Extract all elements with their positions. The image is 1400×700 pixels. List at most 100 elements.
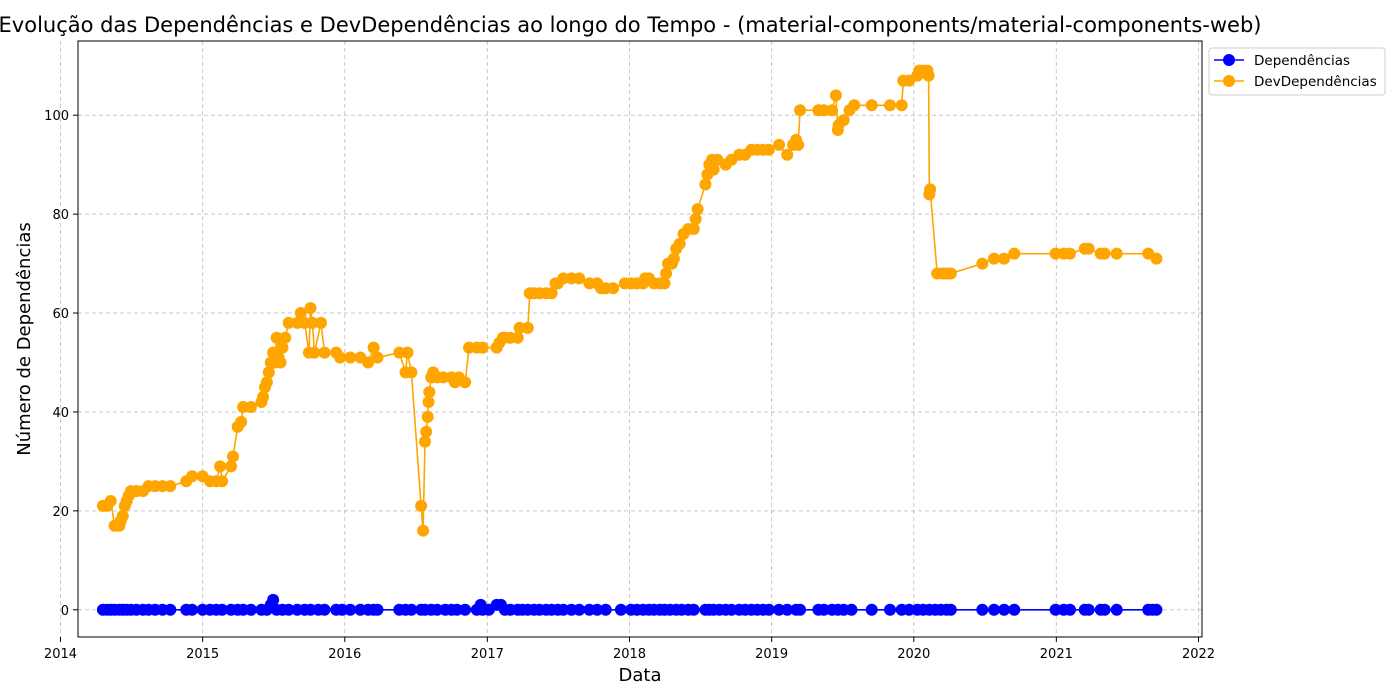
y-tick-label: 80 — [52, 208, 69, 223]
data-point-devdependencias — [687, 222, 700, 235]
data-point-devdependencias — [419, 435, 432, 448]
data-point-devdependencias — [116, 509, 129, 522]
data-point-devdependencias — [826, 104, 839, 117]
data-point-devdependencias — [781, 148, 794, 161]
data-point-devdependencias — [673, 237, 686, 250]
data-point-dependencias — [164, 603, 177, 616]
data-point-devdependencias — [922, 69, 935, 82]
x-tick-label: 2016 — [328, 647, 361, 662]
data-point-dependencias — [591, 603, 604, 616]
data-point-devdependencias — [865, 99, 878, 112]
data-point-dependencias — [781, 603, 794, 616]
data-point-devdependencias — [186, 470, 199, 483]
data-point-devdependencias — [459, 376, 472, 389]
y-axis: 0 20 40 60 80 100 — [44, 109, 78, 619]
legend-label-devdependencias: DevDependências — [1254, 74, 1377, 90]
data-point-dependencias — [244, 603, 257, 616]
data-point-devdependencias — [227, 450, 240, 463]
data-point-devdependencias — [773, 138, 786, 151]
data-point-devdependencias — [164, 480, 177, 493]
data-point-dependencias — [614, 603, 627, 616]
data-point-dependencias — [1110, 603, 1123, 616]
series-layer — [96, 64, 1163, 616]
data-point-devdependencias — [308, 346, 321, 359]
data-point-dependencias — [998, 603, 1011, 616]
x-tick-label: 2017 — [471, 647, 504, 662]
data-point-devdependencias — [334, 351, 347, 364]
series-dependencias — [96, 593, 1163, 616]
data-point-devdependencias — [415, 499, 428, 512]
x-tick-label: 2019 — [755, 647, 788, 662]
data-point-devdependencias — [244, 401, 257, 414]
data-point-devdependencias — [476, 341, 489, 354]
data-point-devdependencias — [573, 272, 586, 285]
x-axis-title: Data — [619, 665, 662, 686]
series-devdependencias — [96, 64, 1163, 537]
data-point-devdependencias — [895, 99, 908, 112]
y-tick-label: 20 — [52, 505, 69, 520]
data-point-dependencias — [1063, 603, 1076, 616]
data-point-devdependencias — [421, 410, 434, 423]
data-point-devdependencias — [225, 460, 238, 473]
data-point-devdependencias — [306, 316, 319, 329]
data-point-devdependencias — [689, 213, 702, 226]
chart-title: Evolução das Dependências e DevDependênc… — [0, 13, 1261, 37]
data-point-dependencias — [186, 603, 199, 616]
data-point-devdependencias — [1110, 247, 1123, 260]
data-point-devdependencias — [270, 331, 283, 344]
data-point-devdependencias — [367, 341, 380, 354]
data-point-devdependencias — [829, 89, 842, 102]
data-point-dependencias — [459, 603, 472, 616]
data-point-devdependencias — [707, 163, 720, 176]
data-point-devdependencias — [362, 356, 375, 369]
data-point-devdependencias — [216, 475, 229, 488]
y-tick-label: 60 — [52, 307, 69, 322]
data-point-dependencias — [371, 603, 384, 616]
data-point-dependencias — [988, 603, 1001, 616]
y-tick-label: 40 — [52, 406, 69, 421]
data-point-devdependencias — [521, 321, 534, 334]
data-point-devdependencias — [304, 302, 317, 315]
y-tick-label: 100 — [44, 109, 69, 124]
data-point-devdependencias — [1150, 252, 1163, 265]
data-point-devdependencias — [294, 307, 307, 320]
data-point-dependencias — [282, 603, 295, 616]
data-point-devdependencias — [260, 376, 273, 389]
x-tick-label: 2022 — [1182, 647, 1215, 662]
y-tick-label: 0 — [61, 604, 69, 619]
data-point-devdependencias — [417, 524, 430, 537]
data-point-devdependencias — [315, 316, 328, 329]
data-point-devdependencias — [884, 99, 897, 112]
data-point-devdependencias — [1008, 247, 1021, 260]
data-point-devdependencias — [607, 282, 620, 295]
data-point-devdependencias — [282, 316, 295, 329]
data-point-devdependencias — [279, 331, 292, 344]
data-point-devdependencias — [318, 346, 331, 359]
data-point-devdependencias — [998, 252, 1011, 265]
data-point-dependencias — [599, 603, 612, 616]
data-point-dependencias — [794, 603, 807, 616]
data-point-devdependencias — [660, 267, 673, 280]
legend-label-dependencias: Dependências — [1254, 53, 1350, 69]
x-tick-label: 2021 — [1040, 647, 1073, 662]
data-point-devdependencias — [944, 267, 957, 280]
data-point-devdependencias — [691, 203, 704, 216]
data-point-devdependencias — [214, 460, 227, 473]
data-point-devdependencias — [262, 366, 275, 379]
legend-marker-dependencias — [1223, 54, 1235, 66]
x-tick-label: 2014 — [44, 647, 77, 662]
data-point-devdependencias — [511, 331, 524, 344]
data-point-devdependencias — [792, 138, 805, 151]
data-point-dependencias — [1008, 603, 1021, 616]
data-point-devdependencias — [837, 114, 850, 127]
legend-marker-devdependencias — [1223, 75, 1235, 87]
data-point-dependencias — [976, 603, 989, 616]
data-point-dependencias — [845, 603, 858, 616]
data-point-devdependencias — [276, 341, 289, 354]
data-point-dependencias — [944, 603, 957, 616]
data-point-devdependencias — [274, 356, 287, 369]
data-point-devdependencias — [794, 104, 807, 117]
data-point-dependencias — [405, 603, 418, 616]
data-point-devdependencias — [371, 351, 384, 364]
